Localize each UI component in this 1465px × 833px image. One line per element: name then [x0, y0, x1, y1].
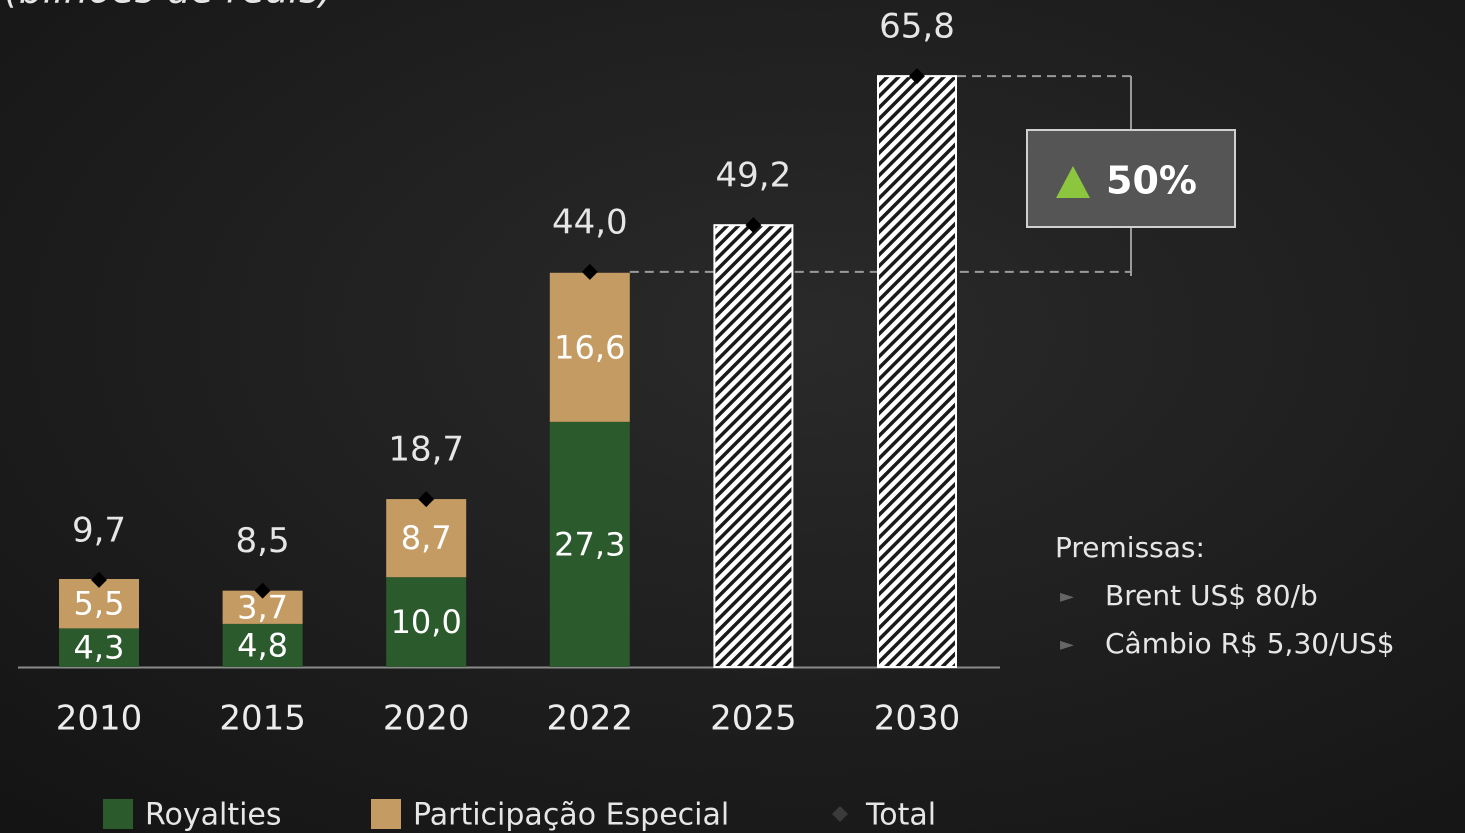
- notes: Premissas: ► Brent US$ 80/b ► Câmbio R$ …: [1055, 531, 1395, 660]
- legend-label: Royalties: [145, 798, 282, 833]
- bar-segment: [386, 577, 467, 667]
- value-label: 8,7: [401, 519, 452, 557]
- subtitle: (bilhões de reais): [4, 0, 334, 12]
- legend-swatch: [371, 799, 401, 829]
- total-marker: [745, 217, 762, 234]
- x-tick-label: 2020: [383, 699, 470, 739]
- total-marker: [909, 68, 925, 85]
- projected-bar: [713, 224, 794, 669]
- annotation-box: [1026, 129, 1236, 228]
- bar-segment: [222, 623, 303, 667]
- value-label: 16,6: [554, 328, 625, 366]
- legend-label: Total: [865, 798, 936, 833]
- x-tick-label: 2022: [547, 699, 634, 739]
- x-tick-label: 2015: [219, 699, 306, 739]
- annotation-group: 50%: [1026, 76, 1236, 276]
- total-label: 18,7: [388, 430, 464, 470]
- total-marker: [254, 582, 271, 599]
- note-item: Brent US$ 80/b: [1105, 579, 1318, 612]
- note-item: Câmbio R$ 5,30/US$: [1105, 627, 1395, 660]
- notes-title: Premissas:: [1055, 531, 1205, 564]
- total-label: 65,8: [879, 7, 955, 47]
- legend-swatch: [103, 799, 133, 829]
- x-tick-label: 2030: [874, 699, 961, 739]
- value-label: 5,5: [74, 585, 125, 623]
- total-marker: [581, 263, 598, 280]
- total-marker: [91, 571, 107, 588]
- bar-segment: [59, 628, 139, 667]
- annotation: 50%: [1106, 159, 1197, 203]
- x-tick-label: 2025: [710, 699, 797, 739]
- total-label: 49,2: [716, 156, 792, 196]
- legend-label: Participação Especial: [413, 798, 729, 833]
- x-tick-label: 2010: [56, 699, 143, 739]
- up-arrow: [1056, 166, 1090, 198]
- bar-segment: [386, 499, 467, 578]
- bullet: ►: [1060, 586, 1074, 607]
- value-label: 27,3: [554, 525, 625, 563]
- projected-bar: [877, 75, 957, 668]
- legend-swatch: [832, 806, 848, 822]
- total-label: 9,7: [72, 510, 126, 550]
- bar-segment: [549, 421, 630, 667]
- value-label: 4,8: [237, 626, 288, 664]
- value-label: 4,3: [74, 629, 125, 667]
- total-label: 8,5: [236, 521, 290, 561]
- total-label: 44,0: [552, 202, 628, 242]
- value-label: 10,0: [391, 603, 462, 641]
- total-marker: [418, 491, 435, 508]
- bullet: ►: [1060, 634, 1074, 655]
- bar-segment: [549, 272, 630, 422]
